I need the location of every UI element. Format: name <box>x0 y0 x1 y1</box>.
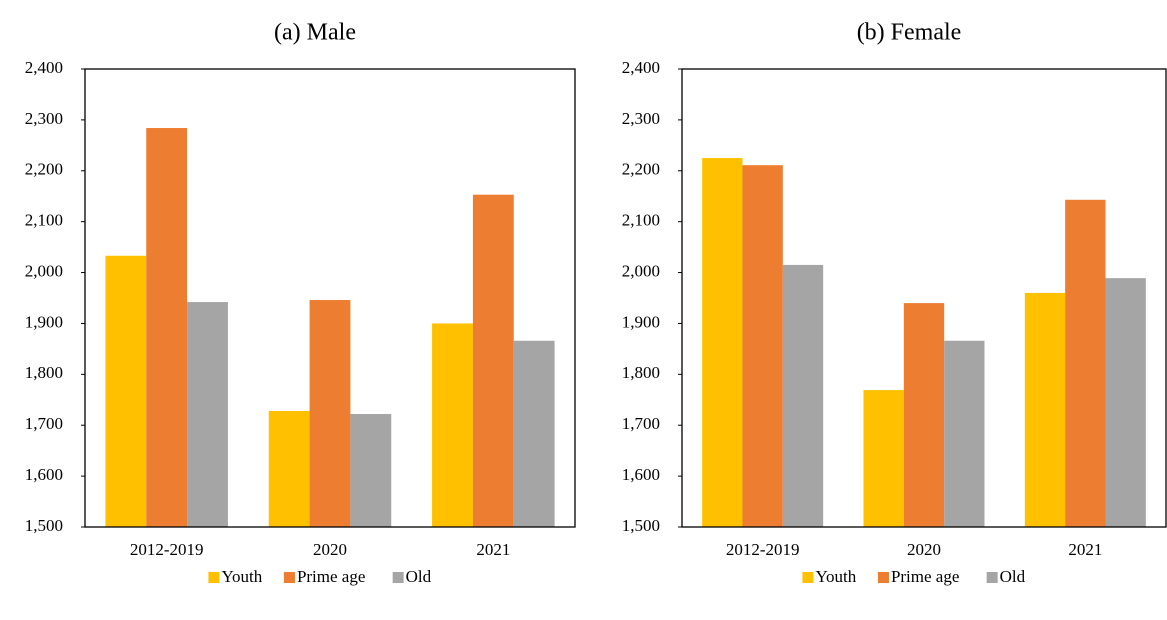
chart-title: (b) Female <box>857 20 962 46</box>
y-tick-label: 1,900 <box>622 312 660 331</box>
y-tick-label: 1,800 <box>622 363 660 382</box>
y-tick-label: 2,200 <box>622 160 660 179</box>
x-tick-label: 2012-2019 <box>130 540 204 559</box>
y-tick-label: 1,600 <box>25 465 63 484</box>
y-tick-label: 1,600 <box>622 465 660 484</box>
x-tick-label: 2021 <box>476 540 510 559</box>
bar <box>702 158 743 528</box>
y-tick-label: 1,700 <box>622 414 660 433</box>
legend-swatch <box>986 572 998 583</box>
legend-label: Youth <box>815 567 856 586</box>
y-tick-label: 1,800 <box>25 363 63 382</box>
bar <box>432 323 473 527</box>
chart-title: (a) Male <box>274 20 356 46</box>
legend-swatch <box>283 572 295 583</box>
y-tick-label: 2,300 <box>622 109 660 128</box>
bar <box>187 302 228 527</box>
plot-border <box>84 68 576 528</box>
legend-swatch <box>208 572 220 583</box>
y-tick-label: 2,300 <box>25 109 63 128</box>
y-tick-label: 1,500 <box>25 516 63 535</box>
bar <box>309 300 351 527</box>
bar <box>1105 278 1146 527</box>
legend-label: Prime age <box>891 567 959 586</box>
y-tick-label: 2,100 <box>25 211 63 230</box>
x-tick-label: 2012-2019 <box>726 540 800 559</box>
x-tick-label: 2021 <box>1068 540 1102 559</box>
bar <box>350 414 392 527</box>
y-tick-label: 2,400 <box>622 58 660 77</box>
y-tick-label: 1,900 <box>25 312 63 331</box>
y-tick-label: 2,000 <box>622 261 660 280</box>
bar <box>1024 292 1066 527</box>
bar <box>1065 199 1106 528</box>
bar <box>513 340 555 527</box>
y-tick-label: 2,000 <box>25 261 63 280</box>
legend-swatch <box>392 572 404 583</box>
bar <box>105 255 147 528</box>
x-tick-label: 2020 <box>907 540 941 559</box>
plot-border <box>681 68 1167 528</box>
legend-label: Prime age <box>297 567 365 586</box>
x-tick-label: 2020 <box>313 540 347 559</box>
legend-label: Youth <box>221 567 262 586</box>
bar <box>944 340 985 527</box>
y-tick-label: 2,100 <box>622 211 660 230</box>
legend-label: Old <box>406 567 432 586</box>
legend-label: Old <box>1000 567 1026 586</box>
y-tick-label: 2,400 <box>25 58 63 77</box>
bar <box>742 165 783 527</box>
bar <box>268 410 310 527</box>
y-tick-label: 2,200 <box>25 160 63 179</box>
y-tick-label: 1,500 <box>622 516 660 535</box>
bar <box>146 128 188 527</box>
y-tick-label: 1,700 <box>25 414 63 433</box>
bar <box>863 390 904 527</box>
bar <box>472 194 514 527</box>
bar <box>903 303 945 527</box>
legend-swatch <box>877 572 889 583</box>
legend-swatch <box>802 572 814 583</box>
bar <box>782 264 824 527</box>
